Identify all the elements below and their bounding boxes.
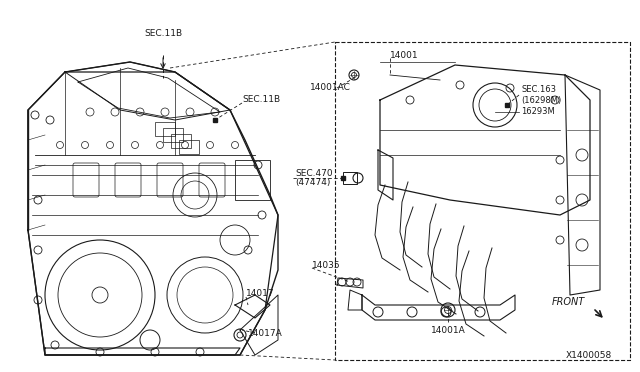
Text: (16298M): (16298M): [521, 96, 561, 105]
Text: 16293M: 16293M: [521, 108, 555, 116]
Text: SEC.470: SEC.470: [295, 169, 333, 177]
Text: SEC.11B: SEC.11B: [242, 96, 280, 105]
Bar: [155, 122, 175, 136]
Bar: [335, 42, 630, 360]
Text: 14001A: 14001A: [431, 326, 465, 335]
Bar: [235, 160, 270, 200]
Bar: [179, 140, 199, 154]
Text: 14001: 14001: [390, 51, 419, 60]
Text: (47474): (47474): [295, 179, 330, 187]
Text: 14001AC: 14001AC: [310, 83, 351, 93]
Text: SEC.11B: SEC.11B: [144, 29, 182, 38]
Text: 14017A: 14017A: [248, 328, 283, 337]
Text: FRONT: FRONT: [552, 297, 585, 307]
Bar: [163, 128, 183, 142]
Bar: [171, 134, 191, 148]
Text: 14035: 14035: [312, 260, 340, 269]
Bar: [343, 172, 357, 184]
Text: 14017: 14017: [246, 289, 275, 298]
Text: X1400058: X1400058: [566, 350, 612, 359]
Text: SEC.163: SEC.163: [521, 86, 556, 94]
